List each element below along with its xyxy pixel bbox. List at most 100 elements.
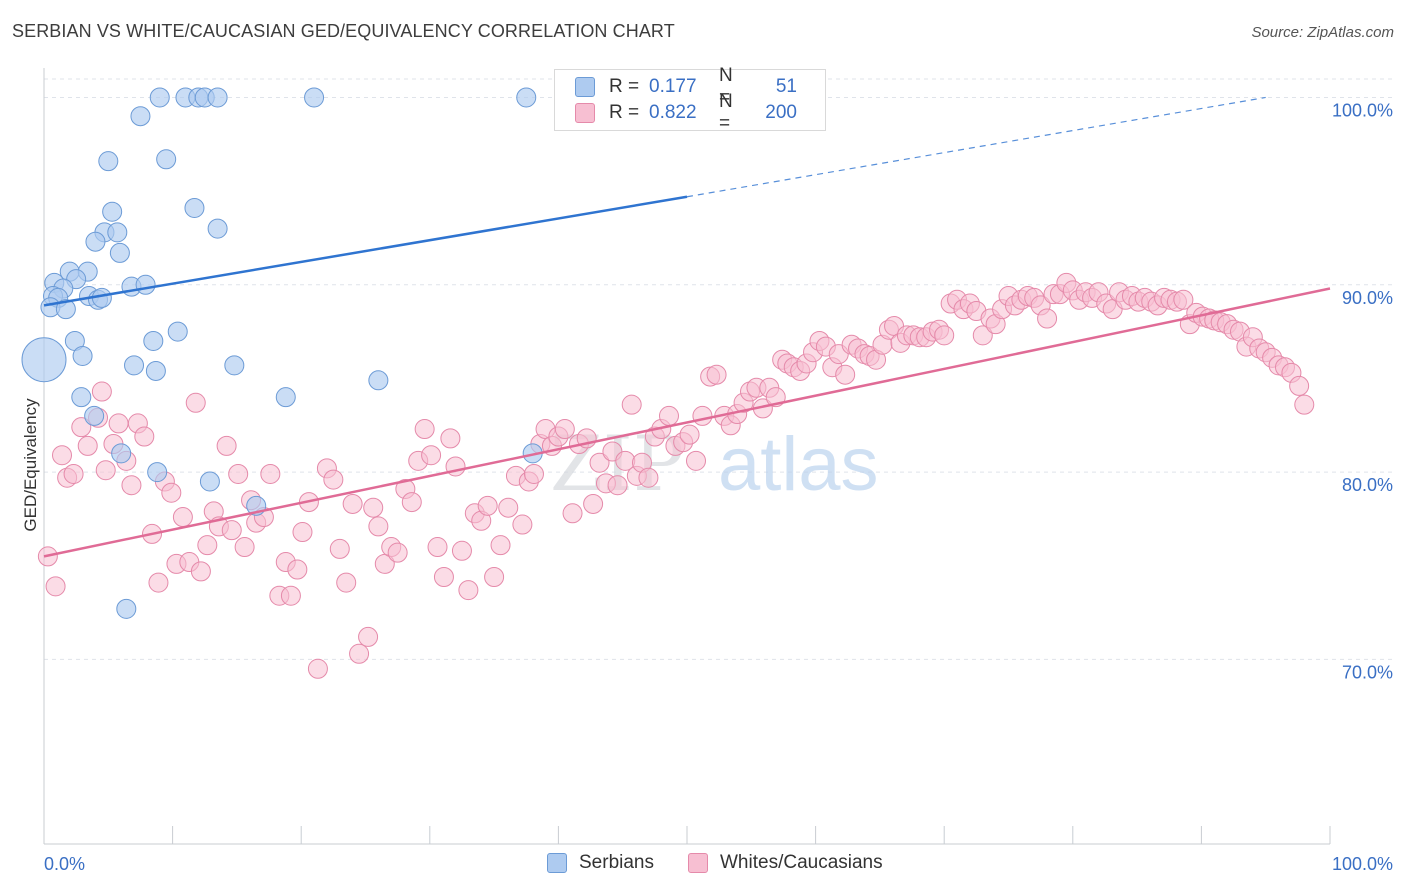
- legend-swatch-whites: [575, 103, 595, 123]
- white-caucasian-point: [686, 450, 707, 471]
- white-caucasian-point: [658, 405, 679, 426]
- white-trend-line: [43, 287, 1331, 558]
- white-caucasian-point: [484, 566, 505, 587]
- serbian-point: [72, 345, 93, 366]
- legend-swatch-serbians: [547, 853, 567, 873]
- axis-labels: 100.0% 90.0% 80.0% 70.0% 0.0% 100.0%: [44, 100, 1393, 874]
- y-axis-title: GED/Equivalency: [21, 398, 40, 532]
- white-caucasian-point: [427, 537, 448, 558]
- legend-row-serbians: R = 0.177 N = 51: [575, 65, 797, 108]
- serbian-point: [130, 106, 151, 127]
- serbian-points: [21, 87, 543, 619]
- legend-label-whites: Whites/Caucasians: [720, 852, 883, 873]
- white-caucasian-point: [71, 417, 92, 438]
- trend-lines: [43, 96, 1331, 558]
- serbian-point: [85, 231, 106, 252]
- serbian-point: [184, 197, 205, 218]
- white-caucasian-point: [835, 364, 856, 385]
- serbian-point: [224, 355, 245, 376]
- y-tick-label: 70.0%: [1342, 662, 1393, 682]
- serbian-point: [21, 337, 67, 383]
- white-caucasian-point: [197, 535, 218, 556]
- y-tick-label: 80.0%: [1342, 475, 1393, 495]
- white-caucasian-point: [161, 482, 182, 503]
- legend-r-value: 0.822: [649, 102, 697, 123]
- chart-title: SERBIAN VS WHITE/CAUCASIAN GED/EQUIVALEN…: [12, 21, 675, 41]
- white-caucasian-point: [95, 460, 116, 481]
- serbian-point: [207, 87, 228, 108]
- legend-r-value: 0.177: [649, 76, 697, 97]
- white-caucasian-point: [52, 445, 73, 466]
- watermark-atlas: atlas: [718, 422, 879, 507]
- white-caucasian-point: [185, 392, 206, 413]
- white-caucasian-point: [589, 452, 610, 473]
- white-caucasian-point: [554, 419, 575, 440]
- legend-item-whites[interactable]: Whites/Caucasians: [688, 852, 883, 874]
- white-caucasian-point: [1037, 308, 1058, 329]
- white-caucasian-point: [221, 520, 242, 541]
- white-caucasian-point: [121, 475, 142, 496]
- serbian-point: [135, 274, 156, 295]
- white-caucasian-point: [692, 405, 713, 426]
- legend-row-whites: R = 0.822 N = 200: [575, 91, 797, 134]
- white-caucasian-point: [45, 576, 66, 597]
- legend-n-value: 51: [775, 76, 797, 97]
- serbian-point: [199, 471, 220, 492]
- series-legend: Serbians Whites/Caucasians: [0, 852, 1406, 876]
- legend-n-value: 200: [765, 102, 797, 123]
- white-caucasian-point: [414, 419, 435, 440]
- white-caucasian-point: [477, 495, 498, 516]
- legend-label-serbians: Serbians: [579, 852, 654, 873]
- white-caucasian-point: [216, 435, 237, 456]
- legend-item-serbians[interactable]: Serbians: [547, 852, 654, 874]
- serbian-point: [98, 151, 119, 172]
- white-caucasian-point: [307, 658, 328, 679]
- white-caucasian-point: [190, 561, 211, 582]
- serbian-point: [167, 321, 188, 342]
- white-caucasian-points: [37, 272, 1315, 679]
- serbian-point: [145, 360, 166, 381]
- white-caucasian-point: [342, 493, 363, 514]
- legend-n-label: N =: [719, 91, 733, 134]
- white-caucasian-point: [387, 542, 408, 563]
- white-caucasian-point: [91, 381, 112, 402]
- white-caucasian-point: [1173, 289, 1194, 310]
- white-caucasian-point: [401, 492, 422, 513]
- serbian-point: [207, 218, 228, 239]
- axis-layer: [43, 68, 1331, 845]
- white-caucasian-point: [358, 626, 379, 647]
- white-caucasian-point: [287, 559, 308, 580]
- serbian-point: [84, 405, 105, 426]
- legend-swatch-serbians: [575, 77, 595, 97]
- white-caucasian-point: [108, 413, 129, 434]
- y-tick-label: 90.0%: [1342, 288, 1393, 308]
- serbian-trend-extension: [686, 96, 1266, 198]
- white-caucasian-point: [323, 469, 344, 490]
- serbian-point: [116, 598, 137, 619]
- white-caucasian-point: [523, 463, 544, 484]
- white-caucasian-point: [260, 463, 281, 484]
- serbian-point: [102, 201, 123, 222]
- legend-swatch-whites: [688, 853, 708, 873]
- white-caucasian-point: [433, 566, 454, 587]
- white-caucasian-point: [458, 580, 479, 601]
- white-caucasian-point: [148, 572, 169, 593]
- y-tick-label: 100.0%: [1332, 100, 1393, 120]
- white-caucasian-point: [934, 325, 955, 346]
- white-caucasian-point: [336, 572, 357, 593]
- white-caucasian-point: [498, 497, 519, 518]
- serbian-point: [368, 370, 389, 391]
- white-caucasian-point: [280, 585, 301, 606]
- white-caucasian-point: [512, 514, 533, 535]
- x-tick-label: 0.0%: [44, 854, 85, 874]
- serbian-point: [55, 299, 76, 320]
- white-caucasian-point: [363, 497, 384, 518]
- white-caucasian-point: [421, 445, 442, 466]
- white-caucasian-point: [134, 426, 155, 447]
- stats-legend: R = 0.177 N = 51 R = 0.822 N = 200: [554, 65, 826, 134]
- white-caucasian-point: [63, 463, 84, 484]
- serbian-point: [124, 355, 145, 376]
- white-caucasian-point: [562, 503, 583, 524]
- serbian-point: [304, 87, 325, 108]
- serbian-point: [107, 222, 128, 243]
